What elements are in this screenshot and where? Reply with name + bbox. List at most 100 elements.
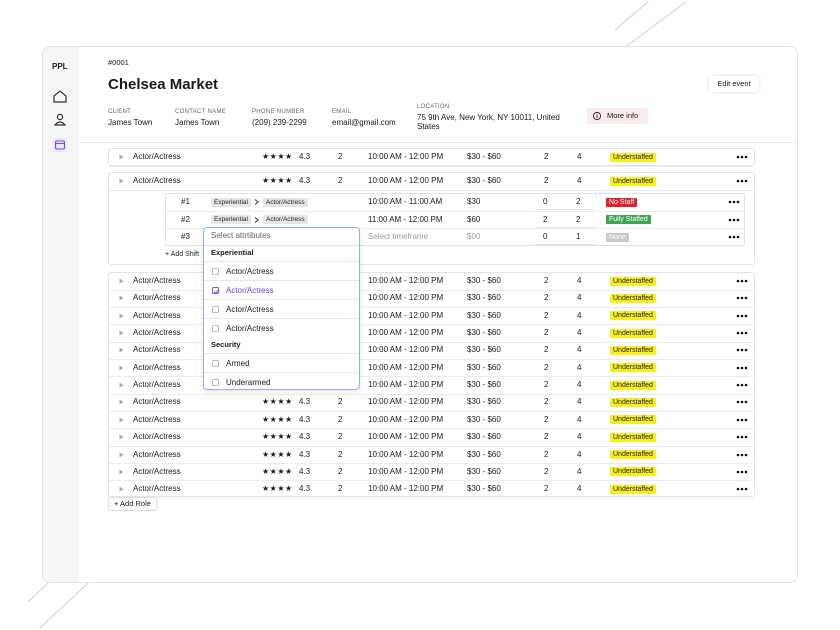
dropdown-option[interactable]: Actor/Actress <box>204 261 359 280</box>
row-divider <box>109 341 753 343</box>
shift-table <box>165 193 745 246</box>
edit-button[interactable]: Edit event <box>709 76 759 92</box>
time: 10:00 AM - 12:00 PM <box>368 345 444 355</box>
row-menu[interactable] <box>736 399 750 405</box>
nav-home[interactable] <box>53 90 67 103</box>
role: Actor/Actress <box>133 362 181 372</box>
time: 10:00 AM - 12:00 PM <box>368 152 444 161</box>
staff: 2 <box>338 414 343 424</box>
row-menu[interactable] <box>728 217 742 223</box>
dropdown-option[interactable]: Armed <box>204 353 359 372</box>
row-divider <box>109 393 753 395</box>
staff: 2 <box>338 397 343 407</box>
row-menu[interactable] <box>736 469 750 475</box>
total: 4 <box>577 276 582 285</box>
status-badge: Understaffed <box>610 467 656 477</box>
shift-total: 2 <box>576 197 581 206</box>
checkbox <box>212 379 219 386</box>
rate: $30 - $60 <box>467 449 501 459</box>
dropdown-option[interactable]: Actor/Actress <box>204 318 359 337</box>
expand-caret[interactable] <box>119 452 124 458</box>
total: 4 <box>577 466 582 476</box>
role-group <box>108 272 755 497</box>
shift-rate: $30 <box>467 197 481 206</box>
row-menu[interactable] <box>736 365 750 371</box>
expand-caret[interactable] <box>119 178 124 184</box>
filled: 2 <box>544 432 549 442</box>
rating: 4.3 <box>299 432 311 442</box>
dropdown-search[interactable]: Select attrtibutes <box>211 231 271 240</box>
staff: 2 <box>338 484 343 494</box>
row-menu[interactable] <box>736 178 750 184</box>
status-badge: Fully Staffed <box>606 215 651 224</box>
expand-caret[interactable] <box>119 365 124 371</box>
add-role-button[interactable]: + Add Role <box>108 497 157 511</box>
expand-caret[interactable] <box>119 469 124 475</box>
row-menu[interactable] <box>736 154 750 160</box>
dropdown-option[interactable]: Actor/Actress <box>204 280 359 299</box>
expand-caret[interactable] <box>119 486 124 492</box>
row-divider <box>109 445 753 447</box>
row-menu[interactable] <box>736 313 750 319</box>
expand-caret[interactable] <box>119 154 124 160</box>
status-badge: None <box>606 232 629 242</box>
field-value: James Town <box>175 118 220 127</box>
nav-calendar[interactable] <box>53 138 67 152</box>
role: Actor/Actress <box>133 345 181 355</box>
shift-time: 11:00 AM - 12:00 PM <box>368 214 443 224</box>
shift-divider <box>166 228 744 229</box>
row-divider <box>109 189 753 191</box>
role-group <box>108 172 755 265</box>
rate: $30 - $60 <box>467 362 501 372</box>
rating: 4.3 <box>299 484 311 494</box>
expand-caret[interactable] <box>119 347 124 353</box>
expand-caret[interactable] <box>119 382 124 388</box>
add-shift[interactable]: + Add Shift <box>165 251 200 258</box>
more-button[interactable]: More info <box>587 108 648 124</box>
row-menu[interactable] <box>728 199 742 205</box>
nav-icons <box>53 90 67 152</box>
status-badge: No Staff <box>606 197 638 207</box>
expand-caret[interactable] <box>119 295 124 301</box>
stars: ★★★★ <box>262 414 293 424</box>
row-menu[interactable] <box>736 278 750 284</box>
row-divider <box>109 165 753 167</box>
row-menu[interactable] <box>736 347 750 353</box>
role: Actor/Actress <box>133 276 181 285</box>
status-badge: Understaffed <box>610 432 656 442</box>
expand-caret[interactable] <box>119 330 124 336</box>
nav-user[interactable] <box>53 113 67 126</box>
option-label: Actor/Actress <box>226 323 274 333</box>
filled: 2 <box>544 328 549 338</box>
row-menu[interactable] <box>736 486 750 492</box>
filled: 2 <box>544 345 549 355</box>
shift-filled: 2 <box>543 214 548 224</box>
rate: $30 - $60 <box>467 276 501 285</box>
app-card <box>42 46 798 583</box>
expand-caret[interactable] <box>119 434 124 440</box>
attribute-tag: Actor/Actress <box>263 215 308 224</box>
expand-caret[interactable] <box>119 278 124 284</box>
role: Actor/Actress <box>133 484 181 494</box>
filled: 2 <box>544 449 549 459</box>
status-badge: Understaffed <box>610 450 656 459</box>
dropdown-option[interactable]: Actor/Actress <box>204 299 359 318</box>
expand-caret[interactable] <box>119 313 124 319</box>
time: 10:00 AM - 12:00 PM <box>368 328 444 338</box>
dropdown-option[interactable]: Underarmed <box>204 372 359 391</box>
row-menu[interactable] <box>736 417 750 423</box>
expand-caret[interactable] <box>119 399 124 405</box>
time: 10:00 AM - 12:00 PM <box>368 414 444 424</box>
role: Actor/Actress <box>133 449 181 459</box>
stars: ★★★★ <box>262 449 293 459</box>
row-menu[interactable] <box>736 434 750 440</box>
row-menu[interactable] <box>736 330 750 336</box>
row-menu[interactable] <box>736 382 750 388</box>
row-menu[interactable] <box>736 295 750 301</box>
option-label: Actor/Actress <box>226 304 274 314</box>
expand-caret[interactable] <box>119 417 124 423</box>
rate: $30 - $60 <box>467 466 501 476</box>
row-menu[interactable] <box>728 234 742 240</box>
row-menu[interactable] <box>736 452 750 458</box>
